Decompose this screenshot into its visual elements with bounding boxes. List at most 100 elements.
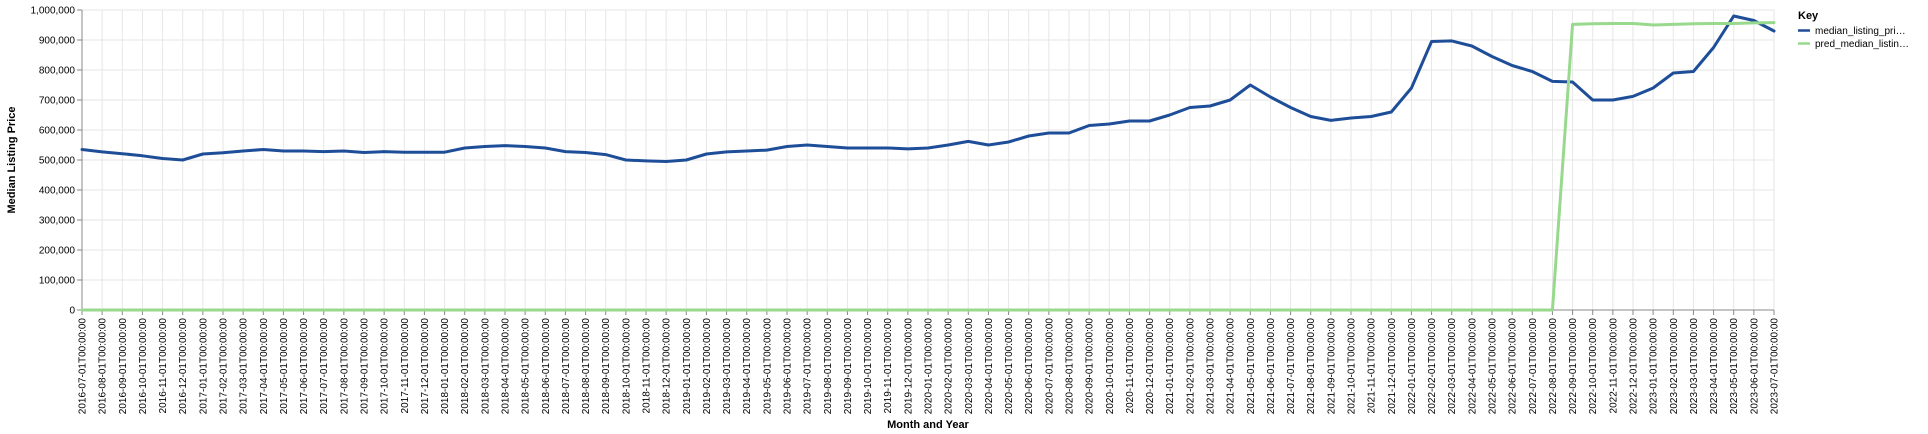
x-tick-label: 2023-05-01T00:00:00 xyxy=(1729,318,1740,415)
x-tick-label: 2018-05-01T00:00:00 xyxy=(521,318,532,415)
legend: Key median_listing_pri… pred_median_listi… xyxy=(1798,10,1909,50)
x-tick-label: 2022-07-01T00:00:00 xyxy=(1528,318,1539,415)
x-tick-label: 2019-03-01T00:00:00 xyxy=(722,318,733,415)
series-line xyxy=(80,14,1776,163)
x-tick-label: 2021-06-01T00:00:00 xyxy=(1266,318,1277,415)
y-tick-label: 0 xyxy=(69,306,75,317)
y-tick-label: 400,000 xyxy=(39,186,76,197)
y-tick-label: 800,000 xyxy=(39,66,76,77)
x-tick-label: 2018-02-01T00:00:00 xyxy=(460,318,471,415)
legend-title: Key xyxy=(1798,10,1819,22)
x-tick-label: 2023-07-01T00:00:00 xyxy=(1770,318,1781,415)
x-tick-label: 2022-01-01T00:00:00 xyxy=(1407,318,1418,415)
x-tick-label: 2020-12-01T00:00:00 xyxy=(1145,318,1156,415)
x-tick-label: 2022-10-01T00:00:00 xyxy=(1588,318,1599,415)
x-tick-label: 2019-09-01T00:00:00 xyxy=(843,318,854,415)
x-tick-label: 2021-10-01T00:00:00 xyxy=(1347,318,1358,415)
y-tick-label: 600,000 xyxy=(39,126,76,137)
x-tick-label: 2016-10-01T00:00:00 xyxy=(138,318,149,415)
x-tick-label: 2021-09-01T00:00:00 xyxy=(1326,318,1337,415)
x-tick-label: 2018-07-01T00:00:00 xyxy=(561,318,572,415)
legend-label: pred_median_listin… xyxy=(1815,39,1909,50)
y-axis-title: Median Listing Price xyxy=(6,107,18,214)
x-tick-label: 2017-12-01T00:00:00 xyxy=(420,318,431,415)
x-tick-label: 2022-03-01T00:00:00 xyxy=(1447,318,1458,415)
x-tick-label: 2023-03-01T00:00:00 xyxy=(1689,318,1700,415)
x-tick-label: 2023-01-01T00:00:00 xyxy=(1649,318,1660,415)
x-tick-label: 2020-10-01T00:00:00 xyxy=(1105,318,1116,415)
y-axis-ticks: 0 100,000 200,000 300,000 400,000 500,000 600,… xyxy=(31,6,82,317)
x-tick-label: 2019-01-01T00:00:00 xyxy=(682,318,693,415)
x-tick-label: 2021-02-01T00:00:00 xyxy=(1185,318,1196,415)
x-tick-label: 2021-12-01T00:00:00 xyxy=(1387,318,1398,415)
x-tick-label: 2016-09-01T00:00:00 xyxy=(118,318,129,415)
x-tick-label: 2018-08-01T00:00:00 xyxy=(581,318,592,415)
x-tick-label: 2020-06-01T00:00:00 xyxy=(1024,318,1035,415)
series-line xyxy=(80,21,1776,312)
x-tick-label: 2018-12-01T00:00:00 xyxy=(662,318,673,415)
y-tick-label: 100,000 xyxy=(39,276,76,287)
x-tick-label: 2018-10-01T00:00:00 xyxy=(621,318,632,415)
x-tick-label: 2021-05-01T00:00:00 xyxy=(1246,318,1257,415)
gridlines xyxy=(81,9,1775,311)
y-tick-label: 300,000 xyxy=(39,216,76,227)
x-tick-label: 2017-07-01T00:00:00 xyxy=(319,318,330,415)
x-tick-label: 2019-02-01T00:00:00 xyxy=(702,318,713,415)
x-axis-title: Month and Year xyxy=(887,419,969,431)
legend-label: median_listing_pri… xyxy=(1815,26,1906,37)
y-tick-label: 900,000 xyxy=(39,36,76,47)
x-tick-label: 2020-05-01T00:00:00 xyxy=(1004,318,1015,415)
x-tick-label: 2021-07-01T00:00:00 xyxy=(1286,318,1297,415)
x-tick-label: 2023-02-01T00:00:00 xyxy=(1669,318,1680,415)
x-tick-label: 2016-07-01T00:00:00 xyxy=(78,318,89,415)
x-tick-label: 2022-02-01T00:00:00 xyxy=(1427,318,1438,415)
x-tick-label: 2022-11-01T00:00:00 xyxy=(1608,318,1619,414)
y-tick-label: 1,000,000 xyxy=(31,6,76,17)
x-tick-label: 2019-06-01T00:00:00 xyxy=(783,318,794,415)
x-tick-label: 2017-10-01T00:00:00 xyxy=(380,318,391,415)
x-tick-label: 2021-03-01T00:00:00 xyxy=(1206,318,1217,415)
x-tick-label: 2017-02-01T00:00:00 xyxy=(219,318,230,415)
x-tick-label: 2019-12-01T00:00:00 xyxy=(903,318,914,415)
x-tick-label: 2020-02-01T00:00:00 xyxy=(944,318,955,415)
x-tick-label: 2019-04-01T00:00:00 xyxy=(742,318,753,415)
x-tick-label: 2018-06-01T00:00:00 xyxy=(541,318,552,415)
x-tick-label: 2018-01-01T00:00:00 xyxy=(440,318,451,415)
x-tick-label: 2017-11-01T00:00:00 xyxy=(400,318,411,414)
x-tick-label: 2018-04-01T00:00:00 xyxy=(501,318,512,415)
x-tick-label: 2020-01-01T00:00:00 xyxy=(924,318,935,415)
x-tick-label: 2018-09-01T00:00:00 xyxy=(601,318,612,415)
x-tick-label: 2020-11-01T00:00:00 xyxy=(1125,318,1136,414)
x-tick-label: 2018-11-01T00:00:00 xyxy=(642,318,653,414)
x-tick-label: 2021-11-01T00:00:00 xyxy=(1367,318,1378,414)
x-tick-label: 2019-11-01T00:00:00 xyxy=(883,318,894,414)
x-tick-label: 2016-12-01T00:00:00 xyxy=(178,318,189,415)
x-tick-label: 2023-06-01T00:00:00 xyxy=(1749,318,1760,415)
x-tick-label: 2019-08-01T00:00:00 xyxy=(823,318,834,415)
x-axis-ticks: 2016-07-01T00:00:00 2016-08-01T00:00:00 20… xyxy=(78,310,1781,414)
y-tick-label: 500,000 xyxy=(39,156,76,167)
x-tick-label: 2017-03-01T00:00:00 xyxy=(239,318,250,415)
x-tick-label: 2017-09-01T00:00:00 xyxy=(360,318,371,415)
x-tick-label: 2022-12-01T00:00:00 xyxy=(1629,318,1640,415)
x-tick-label: 2016-11-01T00:00:00 xyxy=(158,318,169,414)
x-tick-label: 2019-05-01T00:00:00 xyxy=(762,318,773,415)
x-tick-label: 2017-08-01T00:00:00 xyxy=(339,318,350,415)
x-tick-label: 2020-03-01T00:00:00 xyxy=(964,318,975,415)
x-tick-label: 2020-07-01T00:00:00 xyxy=(1044,318,1055,415)
x-tick-label: 2022-06-01T00:00:00 xyxy=(1508,318,1519,415)
x-tick-label: 2018-03-01T00:00:00 xyxy=(480,318,491,415)
series-lines xyxy=(80,14,1776,312)
x-tick-label: 2022-05-01T00:00:00 xyxy=(1488,318,1499,415)
x-tick-label: 2020-09-01T00:00:00 xyxy=(1085,318,1096,415)
x-tick-label: 2021-04-01T00:00:00 xyxy=(1226,318,1237,415)
x-tick-label: 2022-08-01T00:00:00 xyxy=(1548,318,1559,415)
x-tick-label: 2021-08-01T00:00:00 xyxy=(1306,318,1317,415)
x-tick-label: 2017-06-01T00:00:00 xyxy=(299,318,310,415)
x-tick-label: 2017-05-01T00:00:00 xyxy=(279,318,290,415)
x-tick-label: 2023-04-01T00:00:00 xyxy=(1709,318,1720,415)
x-tick-label: 2021-01-01T00:00:00 xyxy=(1165,318,1176,415)
x-tick-label: 2020-04-01T00:00:00 xyxy=(984,318,995,415)
x-tick-label: 2019-07-01T00:00:00 xyxy=(803,318,814,415)
